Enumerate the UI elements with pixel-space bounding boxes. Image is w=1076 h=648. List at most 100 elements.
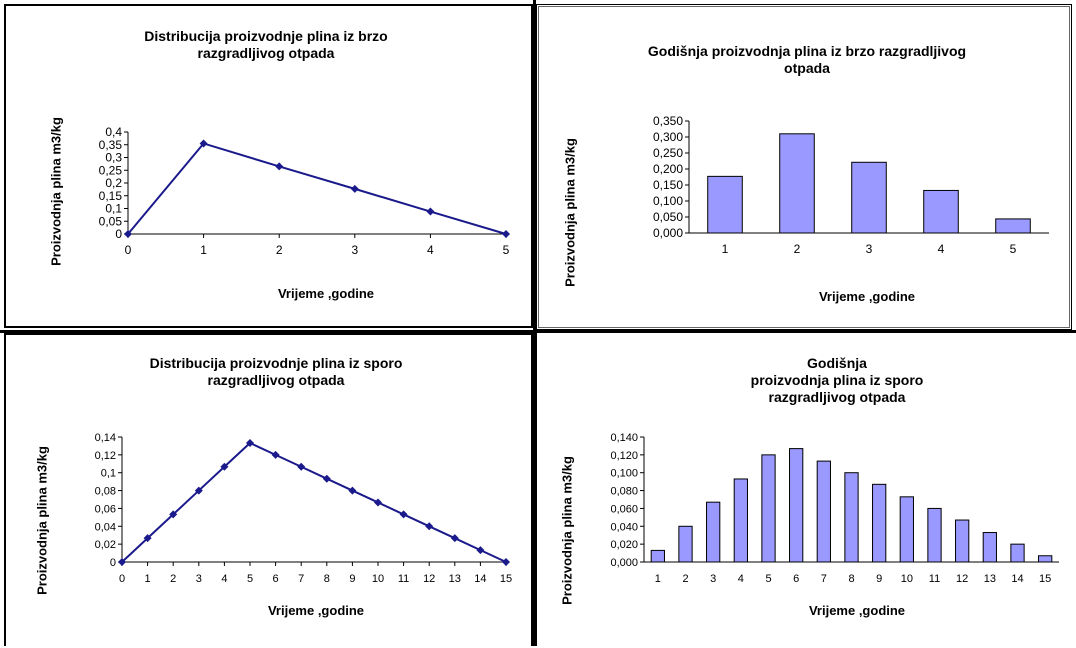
bar (995, 218, 1031, 234)
data-point (220, 462, 229, 471)
chart-svg: 00,020,040,060,080,10,120,140 1 2 3 4 5 6 7 8 9 10… (95, 432, 513, 585)
x-tick-label: 2 (276, 243, 283, 257)
y-tick-label: 0,3 (105, 151, 122, 165)
y-tick-label: 0,000 (610, 557, 638, 569)
bar (844, 472, 859, 563)
bar (707, 175, 743, 234)
data-point (425, 522, 434, 531)
data-point (169, 510, 178, 519)
y-tick-label: 0,25 (99, 163, 123, 177)
x-tick-label: 13 (984, 573, 996, 585)
data-point (502, 558, 510, 566)
y-tick-label: 0,040 (610, 521, 638, 533)
x-tick-label: 15 (1039, 573, 1051, 585)
x-tick-label: 6 (273, 573, 279, 585)
x-axis-label: Vrijeme ,godine (267, 603, 365, 618)
data-point (297, 462, 306, 471)
data-point (194, 486, 203, 495)
x-tick-label: 0 (119, 573, 125, 585)
y-tick-label: 0,4 (105, 125, 122, 139)
x-tick-label: 15 (500, 573, 512, 585)
y-tick-label: 0,08 (95, 486, 116, 498)
x-tick-label: 1 (145, 573, 151, 585)
x-tick-label: 5 (503, 243, 510, 257)
bar (899, 496, 914, 563)
chart-panel-fast-annual: Godišnja proizvodnja plina iz brzo razgr… (536, 4, 1072, 330)
y-tick-label: 0,080 (610, 486, 638, 498)
data-point (124, 230, 132, 238)
y-tick-label: 0,200 (653, 162, 683, 176)
y-tick-label: 0,12 (95, 450, 116, 462)
data-point (271, 450, 280, 459)
y-tick-label: 0,1 (101, 468, 116, 480)
data-point (348, 486, 357, 495)
x-axis-label: Vrijeme ,godine (808, 603, 906, 618)
data-point (143, 534, 152, 543)
chart-panel-fast-distribution: Distribucija proizvodnje plina iz brzo r… (4, 4, 533, 328)
bar (816, 460, 831, 563)
bar (733, 478, 748, 563)
y-tick-label: 0,05 (99, 214, 123, 228)
x-tick-label: 1 (200, 243, 207, 257)
chart-title: Distribucija proizvodnje plina iz sporo … (149, 355, 403, 388)
chart-svg: 0,000 0,050 0,100 0,150 0,200 0,250 0,300 0,350… (653, 114, 1049, 256)
bar (761, 454, 776, 563)
data-point (450, 534, 459, 543)
y-tick-label: 0,15 (99, 189, 123, 203)
x-tick-label: 2 (682, 573, 688, 585)
x-tick-label: 1 (722, 242, 729, 256)
data-point (374, 498, 382, 507)
x-tick-label: 5 (1010, 242, 1017, 256)
bar (982, 532, 997, 563)
bar (927, 507, 942, 563)
y-tick-label: 0,060 (610, 503, 638, 515)
y-tick-label: 0 (115, 227, 122, 241)
bar (789, 448, 804, 563)
y-tick-label: 0,35 (99, 138, 123, 152)
panel-divider-horizontal (0, 330, 1076, 333)
y-tick-label: 0,140 (610, 432, 638, 444)
chart-svg: 0,000 0,020 0,040 0,060 0,080 0,100 0,120 0,140… (610, 432, 1059, 585)
x-tick-label: 4 (938, 242, 945, 256)
chart-title: Godišnja proizvodnja plina iz brzo razgr… (647, 43, 967, 76)
x-tick-label: 1 (655, 573, 661, 585)
x-tick-label: 8 (324, 573, 330, 585)
chart-panel-slow-distribution: Distribucija proizvodnje plina iz sporo … (4, 333, 533, 646)
bar (650, 549, 665, 563)
data-point (199, 139, 208, 148)
y-tick-label: 0,100 (610, 468, 638, 480)
bar (1038, 555, 1053, 563)
bar (706, 501, 721, 563)
chart-title: Distribucija proizvodnje plina iz brzo r… (144, 28, 388, 61)
data-point (476, 546, 485, 555)
chart-title: Godišnja proizvodnja plina iz sporo razg… (750, 355, 924, 405)
x-axis-label: Vrijeme ,godine (277, 286, 375, 301)
series-line (121, 441, 507, 563)
y-tick-label: 0,000 (653, 226, 683, 240)
y-tick-label: 0,2 (105, 176, 122, 190)
x-tick-label: 2 (170, 573, 176, 585)
x-tick-label: 3 (196, 573, 202, 585)
data-point (275, 162, 284, 171)
x-tick-label: 5 (765, 573, 771, 585)
x-tick-label: 7 (298, 573, 304, 585)
x-tick-label: 4 (427, 243, 434, 257)
bar (872, 483, 887, 563)
x-tick-label: 7 (821, 573, 827, 585)
y-tick-label: 0,250 (653, 146, 683, 160)
x-tick-label: 12 (423, 573, 435, 585)
x-tick-label: 11 (929, 573, 940, 585)
bar (678, 525, 693, 563)
y-tick-label: 0,14 (95, 432, 116, 444)
panel-divider-vertical (533, 0, 536, 646)
y-tick-label: 0 (110, 557, 116, 569)
x-tick-label: 2 (794, 242, 801, 256)
x-tick-label: 10 (901, 573, 913, 585)
y-tick-label: 0,02 (95, 539, 116, 551)
data-point (246, 438, 254, 447)
bar (955, 519, 970, 563)
y-tick-label: 0,04 (95, 521, 116, 533)
data-point (399, 510, 408, 519)
x-tick-label: 9 (349, 573, 355, 585)
bar (779, 133, 815, 234)
